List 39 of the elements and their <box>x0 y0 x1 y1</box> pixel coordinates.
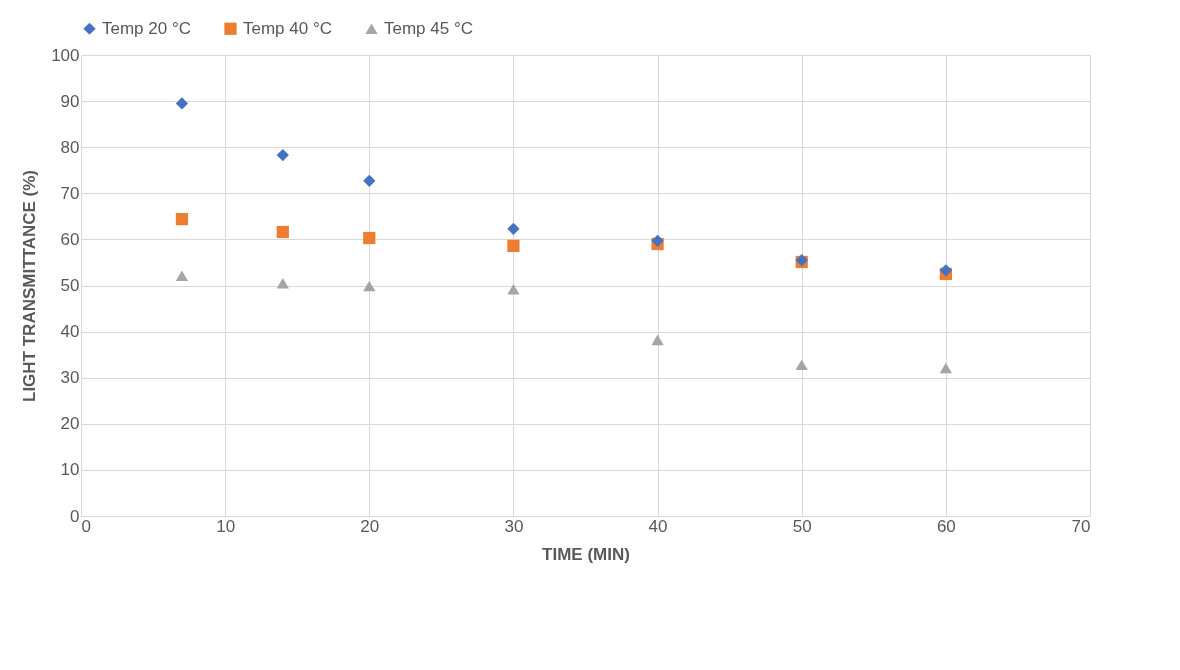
x-tick-label: 40 <box>648 516 668 536</box>
y-tick-label: 100 <box>51 45 80 65</box>
point <box>939 264 952 277</box>
point <box>276 277 289 289</box>
y-tick-label: 70 <box>60 183 80 203</box>
point <box>276 225 289 239</box>
x-tick-label: 50 <box>792 516 812 536</box>
x-tick-label: 30 <box>504 516 524 536</box>
x-tick-label: 60 <box>936 516 956 536</box>
point <box>363 280 376 292</box>
point <box>651 234 664 247</box>
point <box>175 270 189 282</box>
legend-label: Temp 40 °C <box>243 18 333 38</box>
point <box>651 334 664 346</box>
y-tick-label: 20 <box>60 414 80 434</box>
point <box>363 231 376 245</box>
y-tick-label: 40 <box>60 322 80 342</box>
legend-label: Temp 20 °C <box>102 18 192 38</box>
x-tick-label: 10 <box>216 516 236 536</box>
point <box>795 359 808 371</box>
x-axis-title: TIME (MIN) <box>542 544 630 564</box>
y-tick-label: 80 <box>60 137 80 157</box>
legend-label: Temp 45 °C <box>384 18 474 38</box>
point <box>507 283 520 295</box>
point <box>175 212 189 226</box>
y-tick-label: 50 <box>60 276 80 295</box>
point <box>175 97 189 110</box>
y-tick-label: 90 <box>60 91 80 111</box>
point <box>507 222 520 235</box>
point <box>507 239 520 252</box>
point <box>939 362 952 374</box>
x-tick-label: 20 <box>360 516 380 536</box>
y-axis-title: LIGHT TRANSMITTANCE (%) <box>20 170 40 402</box>
point <box>363 174 376 187</box>
y-tick-label: 30 <box>60 368 80 388</box>
y-tick-label: 10 <box>60 460 80 480</box>
x-tick-label: 70 <box>1071 516 1091 536</box>
point <box>276 148 289 162</box>
y-tick-label: 60 <box>60 229 80 249</box>
